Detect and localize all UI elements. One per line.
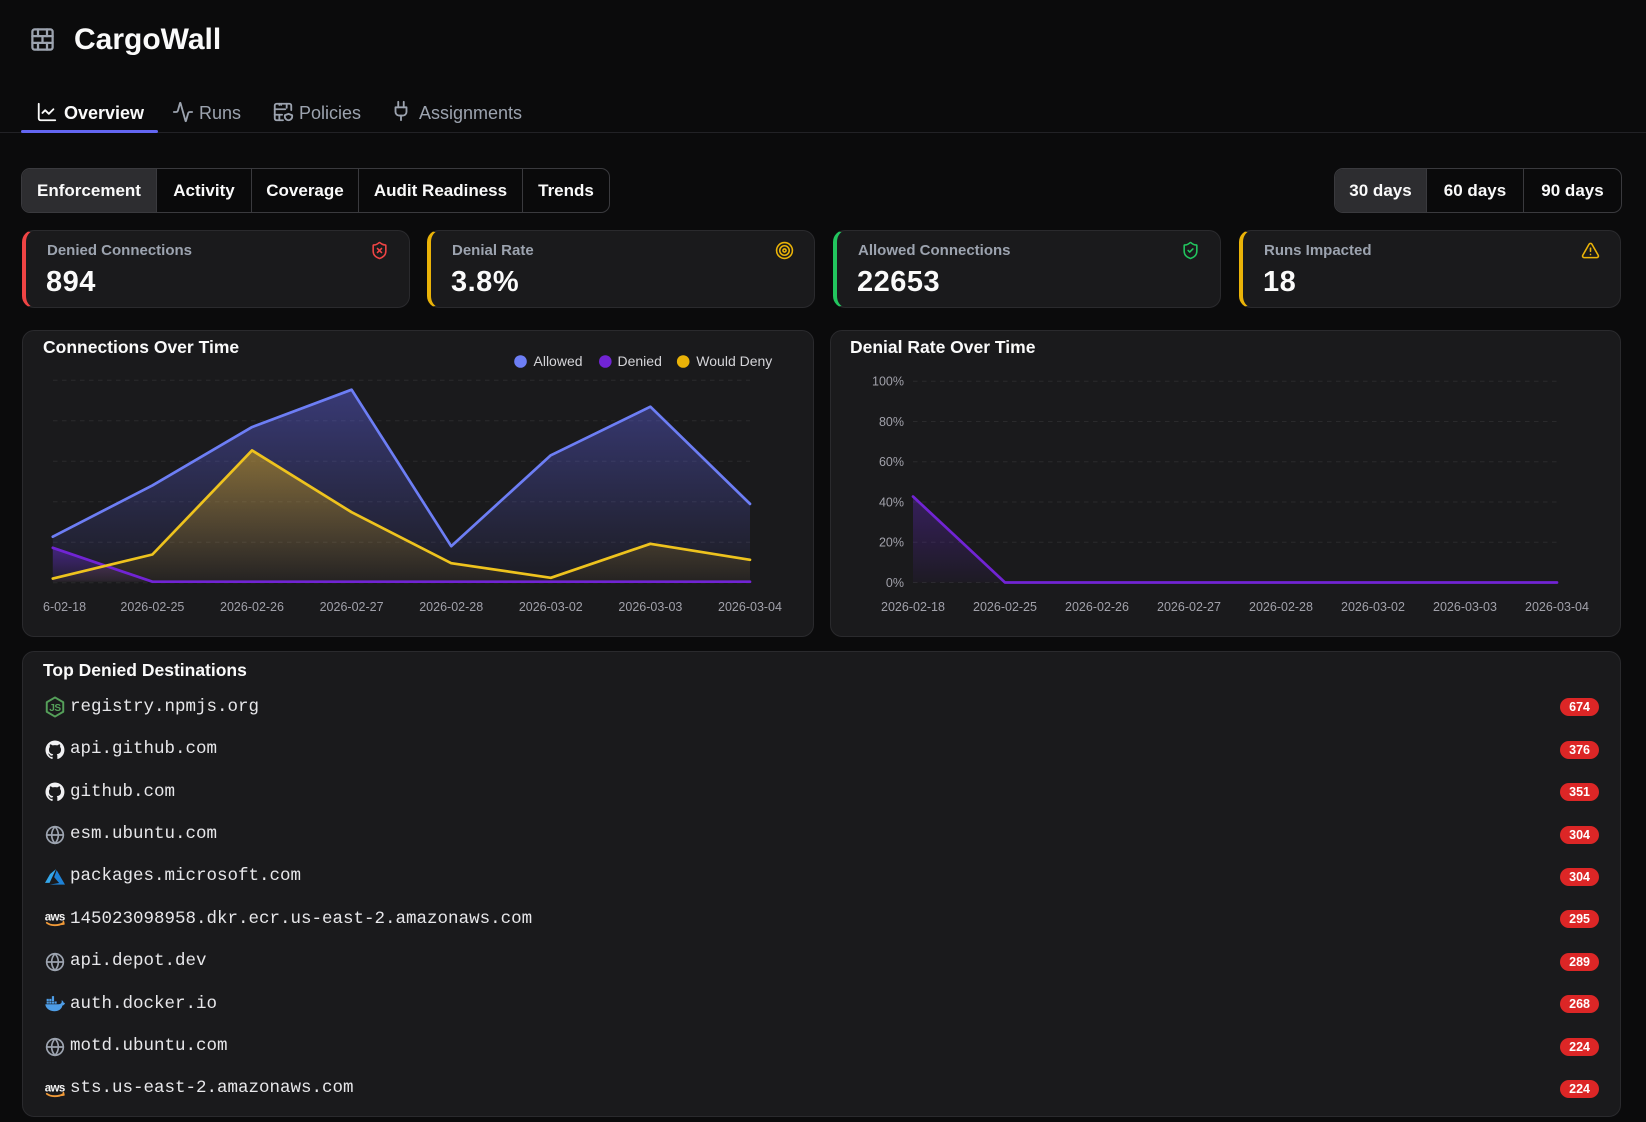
svg-text:2026-03-02: 2026-03-02	[519, 600, 583, 614]
svg-text:2026-02-27: 2026-02-27	[320, 600, 384, 614]
svg-text:2026-02-26: 2026-02-26	[220, 600, 284, 614]
svg-text:2026-03-04: 2026-03-04	[718, 600, 782, 614]
svg-text:2026-03-03: 2026-03-03	[618, 600, 682, 614]
svg-text:100%: 100%	[872, 375, 904, 389]
svg-text:2026-02-26: 2026-02-26	[1065, 600, 1129, 614]
svg-text:20%: 20%	[879, 536, 904, 550]
svg-text:6-02-18: 6-02-18	[43, 600, 86, 614]
svg-text:2026-02-28: 2026-02-28	[419, 600, 483, 614]
svg-text:Would Deny: Would Deny	[696, 353, 772, 369]
svg-text:2026-02-28: 2026-02-28	[1249, 600, 1313, 614]
svg-text:2026-02-25: 2026-02-25	[120, 600, 184, 614]
svg-text:2026-03-02: 2026-03-02	[1341, 600, 1405, 614]
svg-text:2026-02-27: 2026-02-27	[1157, 600, 1221, 614]
svg-text:80%: 80%	[879, 415, 904, 429]
svg-text:2026-03-04: 2026-03-04	[1525, 600, 1589, 614]
svg-text:2026-02-18: 2026-02-18	[881, 600, 945, 614]
svg-text:60%: 60%	[879, 455, 904, 469]
svg-text:0%: 0%	[886, 576, 904, 590]
svg-text:2026-03-03: 2026-03-03	[1433, 600, 1497, 614]
svg-text:Allowed: Allowed	[534, 353, 583, 369]
svg-text:40%: 40%	[879, 495, 904, 509]
svg-text:2026-02-25: 2026-02-25	[973, 600, 1037, 614]
svg-text:Denied: Denied	[618, 353, 662, 369]
